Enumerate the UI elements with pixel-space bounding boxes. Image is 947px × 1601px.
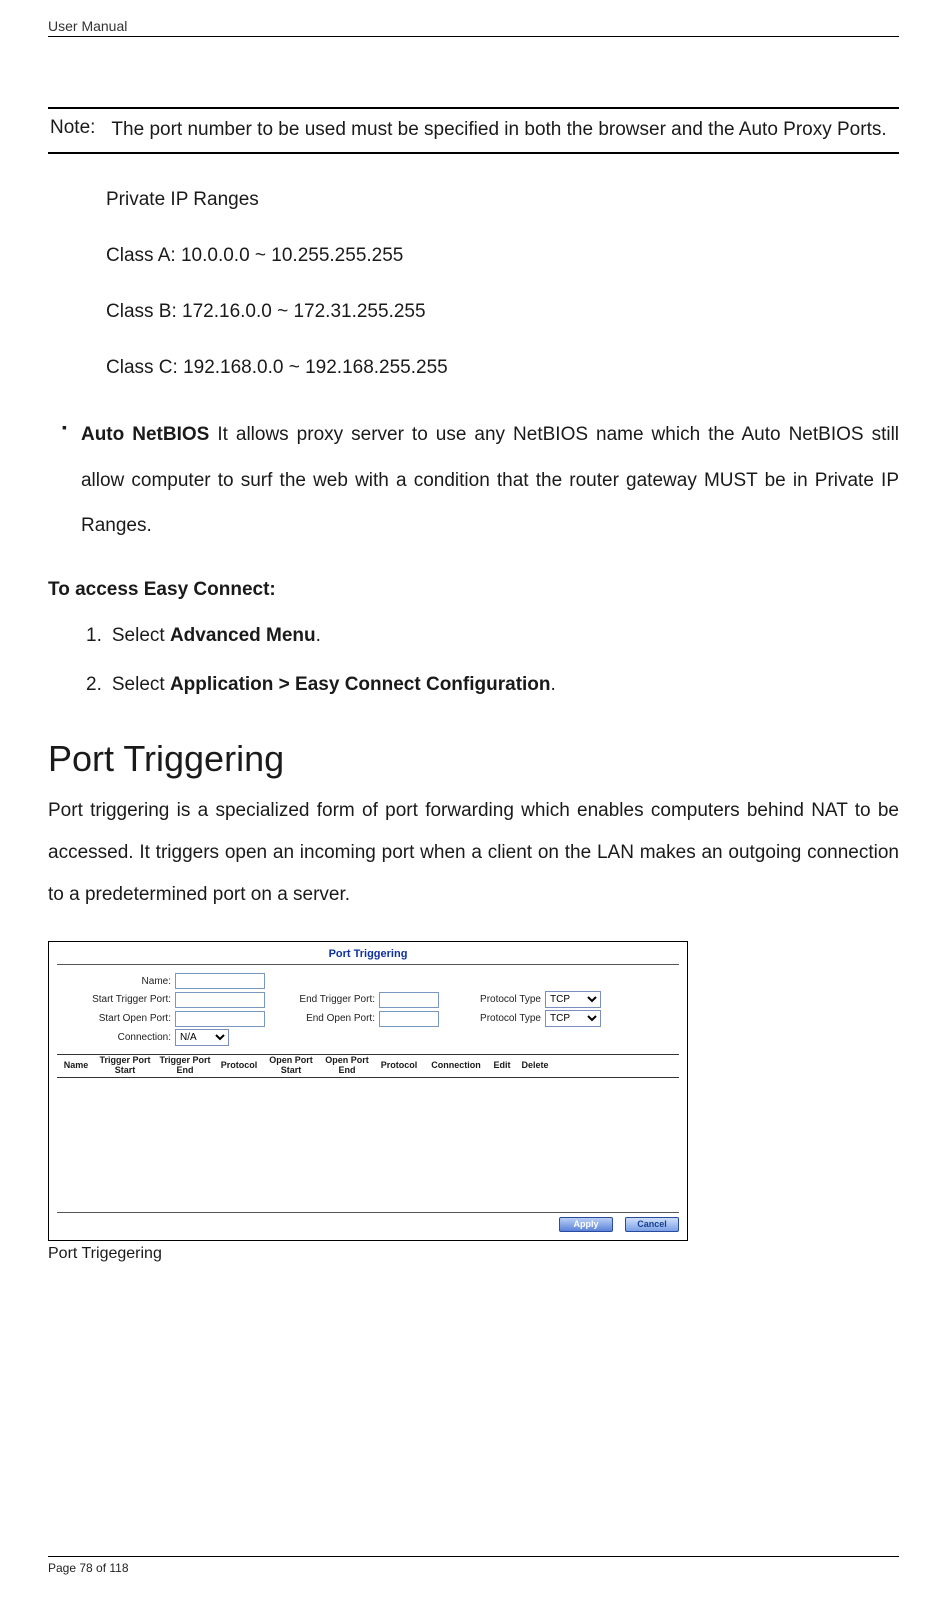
panel-top-rule <box>57 964 679 965</box>
step-1-post: . <box>316 625 321 646</box>
start-open-input[interactable] <box>175 1011 265 1027</box>
start-trigger-label: Start Trigger Port: <box>61 994 171 1005</box>
page-number: Page 78 of 118 <box>48 1561 899 1575</box>
panel-form: Name: Start Trigger Port: End Trigger Po… <box>57 971 679 1050</box>
step-2-pre: Select <box>112 674 170 695</box>
cancel-button[interactable]: Cancel <box>625 1217 679 1232</box>
col-connection: Connection <box>423 1061 489 1071</box>
protocol-type-label-1: Protocol Type <box>443 994 541 1005</box>
step-2-post: . <box>551 674 556 695</box>
col-trigger-end: Trigger Port End <box>155 1056 215 1076</box>
end-trigger-label: End Trigger Port: <box>269 994 375 1005</box>
footer-rule <box>48 1556 899 1557</box>
protocol-select-1[interactable]: TCP <box>545 991 601 1008</box>
bullet-square-icon: ▪ <box>62 412 67 549</box>
start-trigger-input[interactable] <box>175 992 265 1008</box>
bullet-text: Auto NetBIOS It allows proxy server to u… <box>81 412 899 549</box>
name-label: Name: <box>61 976 171 987</box>
step-2-number: 2. <box>86 662 102 708</box>
panel-caption: Port Trigegering <box>48 1245 899 1263</box>
bullet-auto-netbios: ▪ Auto NetBIOS It allows proxy server to… <box>48 412 899 549</box>
col-protocol-2: Protocol <box>375 1061 423 1071</box>
step-1-bold: Advanced Menu <box>170 625 316 646</box>
end-open-input[interactable] <box>379 1011 439 1027</box>
apply-button[interactable]: Apply <box>559 1217 613 1232</box>
end-open-label: End Open Port: <box>269 1013 375 1024</box>
page-footer: Page 78 of 118 <box>48 1556 899 1575</box>
note-block: Note: The port number to be used must be… <box>48 107 899 154</box>
note-text: The port number to be used must be speci… <box>111 117 899 144</box>
panel-table-header: Name Trigger Port Start Trigger Port End… <box>57 1054 679 1078</box>
panel-footer: Apply Cancel <box>57 1212 679 1232</box>
page: User Manual Note: The port number to be … <box>0 0 947 1601</box>
port-triggering-heading: Port Triggering <box>48 738 899 780</box>
step-2: 2. Select Application > Easy Connect Con… <box>86 662 899 708</box>
private-ip-title: Private IP Ranges <box>106 182 899 218</box>
access-heading: To access Easy Connect: <box>48 579 899 601</box>
note-label: Note: <box>48 117 95 144</box>
col-edit: Edit <box>489 1061 515 1071</box>
step-1-pre: Select <box>112 625 170 646</box>
protocol-type-label-2: Protocol Type <box>443 1013 541 1024</box>
class-c-line: Class C: 192.168.0.0 ~ 192.168.255.255 <box>106 350 899 386</box>
col-open-start: Open Port Start <box>263 1056 319 1076</box>
col-trigger-start: Trigger Port Start <box>95 1056 155 1076</box>
bullet-lead-bold: Auto NetBIOS <box>81 424 209 445</box>
class-b-line: Class B: 172.16.0.0 ~ 172.31.255.255 <box>106 294 899 330</box>
protocol-select-2[interactable]: TCP <box>545 1010 601 1027</box>
connection-select[interactable]: N/A <box>175 1029 229 1046</box>
col-protocol-1: Protocol <box>215 1061 263 1071</box>
name-input[interactable] <box>175 973 265 989</box>
start-open-label: Start Open Port: <box>61 1013 171 1024</box>
connection-label: Connection: <box>61 1032 171 1043</box>
col-open-end: Open Port End <box>319 1056 375 1076</box>
step-1-number: 1. <box>86 613 102 659</box>
panel-title: Port Triggering <box>57 948 679 960</box>
class-a-line: Class A: 10.0.0.0 ~ 10.255.255.255 <box>106 238 899 274</box>
col-delete: Delete <box>515 1061 555 1071</box>
step-1: 1. Select Advanced Menu. <box>86 613 899 659</box>
col-name: Name <box>57 1061 95 1071</box>
port-triggering-intro: Port triggering is a specialized form of… <box>48 790 899 915</box>
step-2-bold: Application > Easy Connect Configuration <box>170 674 551 695</box>
port-triggering-panel: Port Triggering Name: Start Trigger Port… <box>48 941 688 1241</box>
screenshot-block: Port Triggering Name: Start Trigger Port… <box>48 941 899 1263</box>
running-header: User Manual <box>48 18 899 34</box>
steps-list: 1. Select Advanced Menu. 2. Select Appli… <box>48 613 899 708</box>
private-ip-block: Private IP Ranges Class A: 10.0.0.0 ~ 10… <box>48 154 899 386</box>
end-trigger-input[interactable] <box>379 992 439 1008</box>
